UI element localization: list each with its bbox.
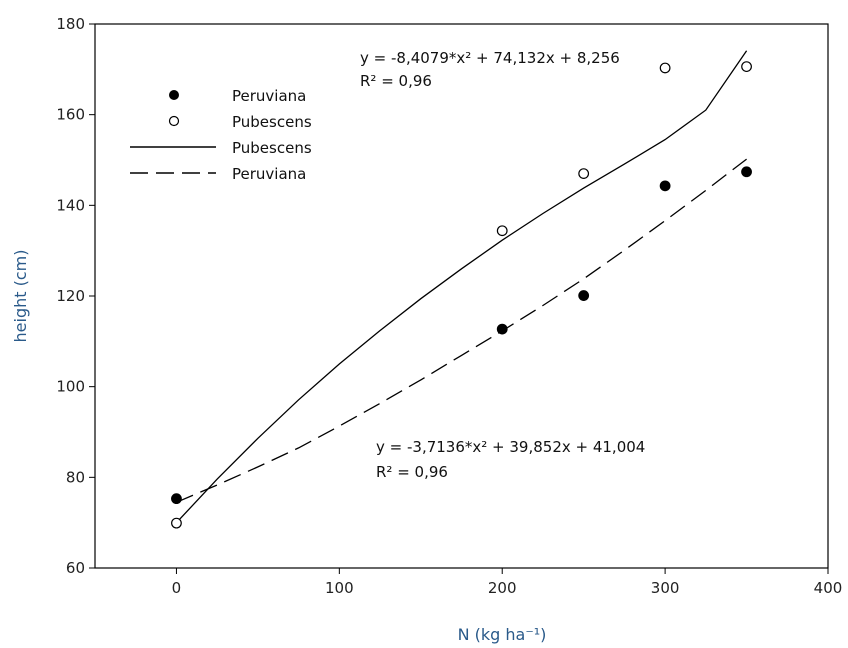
pubescens-data-point: [578, 168, 590, 180]
x-axis-title: N (kg ha⁻¹): [458, 625, 547, 644]
peruviana-r2: R² = 0,96: [376, 463, 448, 481]
y-tick-label: 140: [56, 196, 85, 214]
peruviana-data-point: [578, 290, 590, 301]
plot-frame: [94, 23, 829, 569]
pubescens-fit-line: [175, 50, 748, 524]
legend-symbol-peruviana-points: [169, 90, 179, 100]
y-tick-label: 120: [56, 287, 85, 305]
legend-symbol-pubescens-points: [168, 115, 180, 127]
legend-label-pubescens-points: Pubescens: [232, 113, 312, 131]
x-tick-label: 100: [325, 579, 354, 597]
legend-label-peruviana-points: Peruviana: [232, 87, 306, 105]
legend-label-peruviana-line: Peruviana: [232, 165, 306, 183]
y-tick-label: 100: [56, 378, 85, 396]
x-tick-label: 200: [488, 579, 517, 597]
pubescens-data-point: [496, 225, 508, 237]
peruviana-data-point: [659, 180, 671, 192]
pubescens-data-point: [741, 61, 752, 73]
y-tick-label: 160: [56, 106, 85, 124]
pubescens-data-point: [171, 517, 182, 529]
pubescens-r2: R² = 0,96: [360, 72, 432, 90]
peruviana-data-point: [741, 166, 752, 178]
peruviana-data-point: [171, 493, 182, 505]
ticks-layer: 0 100 200 300 400 60 80 100 120 140 160 180: [56, 15, 842, 597]
pubescens-data-point: [659, 62, 671, 74]
peruviana-equation: y = -3,7136*x² + 39,852x + 41,004: [376, 438, 645, 456]
y-tick-label: 80: [66, 468, 85, 486]
pubescens-equation: y = -8,4079*x² + 74,132x + 8,256: [360, 49, 620, 67]
x-tick-label: 300: [651, 579, 680, 597]
y-tick-label: 180: [56, 15, 85, 33]
fit-lines-layer: [175, 50, 748, 524]
points-layer: [171, 61, 752, 529]
y-tick-label: 60: [66, 559, 85, 577]
legend: Peruviana Pubescens Pubescens Peruviana: [130, 87, 312, 183]
x-tick-label: 400: [814, 579, 843, 597]
y-axis-title: height (cm): [11, 250, 30, 343]
x-tick-label: 0: [172, 579, 182, 597]
peruviana-fit-line: [176, 158, 747, 503]
peruviana-data-point: [496, 323, 508, 335]
legend-label-pubescens-line: Pubescens: [232, 139, 312, 157]
